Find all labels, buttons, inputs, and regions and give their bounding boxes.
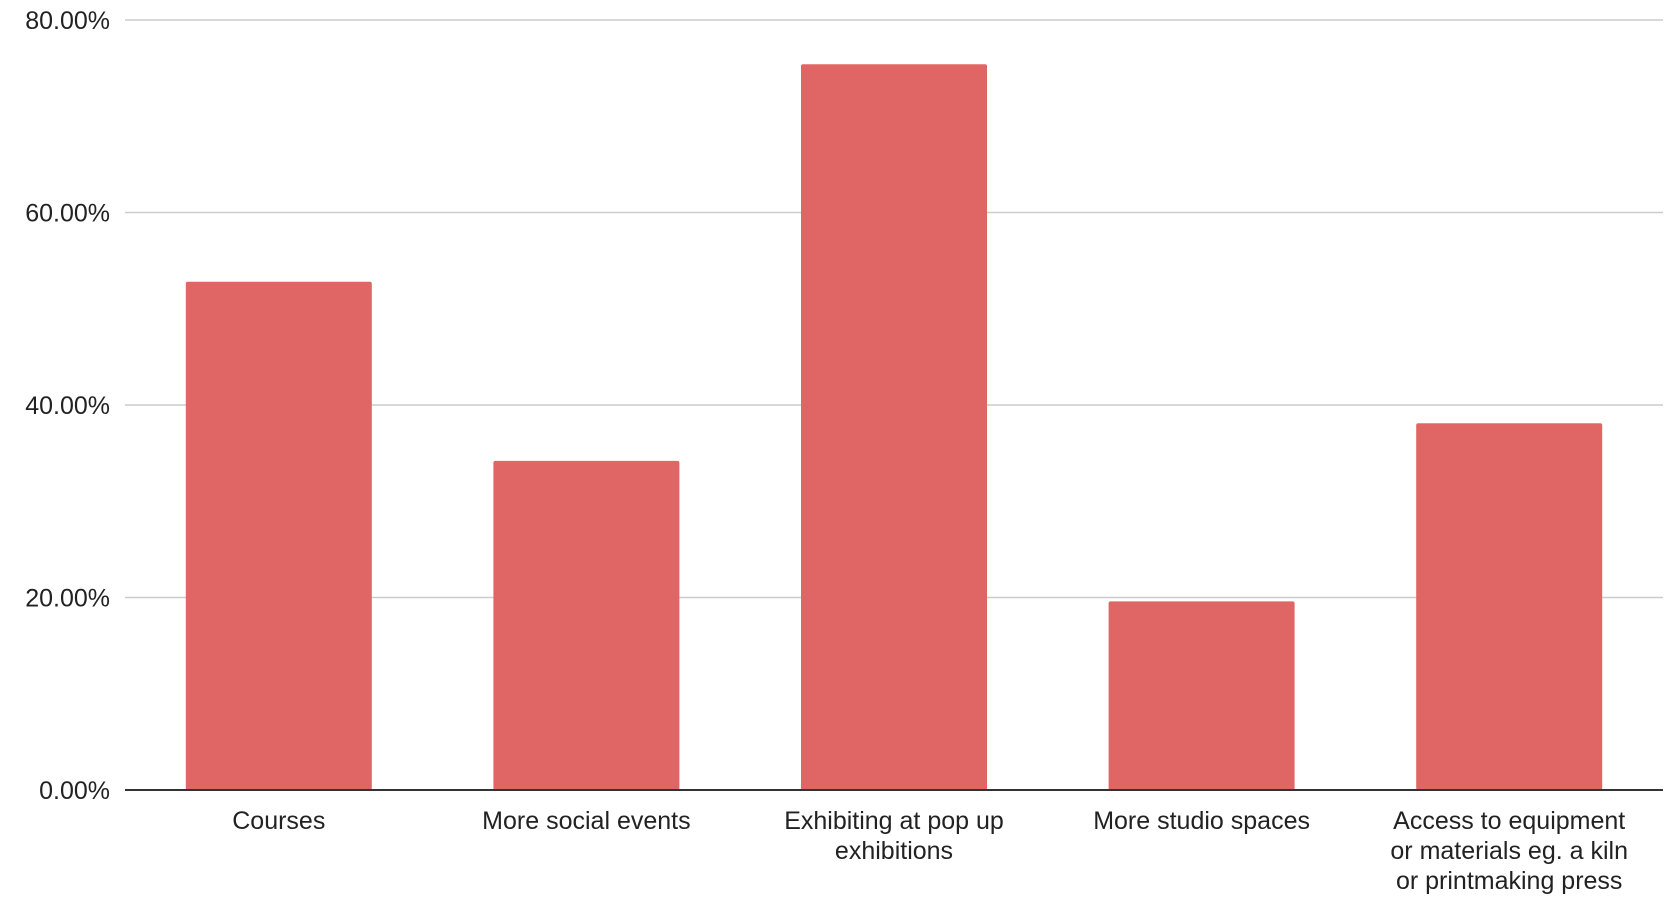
bar — [801, 64, 987, 790]
x-axis-category-labels: Courses More social events Exhibiting at p… — [232, 807, 1628, 895]
bar — [1108, 601, 1295, 790]
y-tick-label: 60.00% — [25, 200, 110, 228]
bar — [493, 460, 680, 790]
bar — [185, 281, 372, 790]
bars — [185, 64, 1603, 790]
y-tick-label: 0.00% — [39, 777, 110, 805]
x-category-label: More studio spaces — [1093, 807, 1310, 835]
y-axis-tick-labels: 0.00% 20.00% 40.00% 60.00% 80.00% — [25, 7, 110, 805]
bar — [1416, 423, 1603, 790]
y-tick-label: 80.00% — [25, 7, 110, 35]
y-tick-label: 20.00% — [25, 585, 110, 613]
x-category-label: Access to equipment or materials eg. a ki… — [1390, 807, 1628, 895]
x-category-label: More social events — [482, 807, 690, 835]
x-category-label: Courses — [232, 807, 325, 835]
y-tick-label: 40.00% — [25, 392, 110, 420]
x-category-label: Exhibiting at pop up exhibitions — [784, 807, 1004, 865]
